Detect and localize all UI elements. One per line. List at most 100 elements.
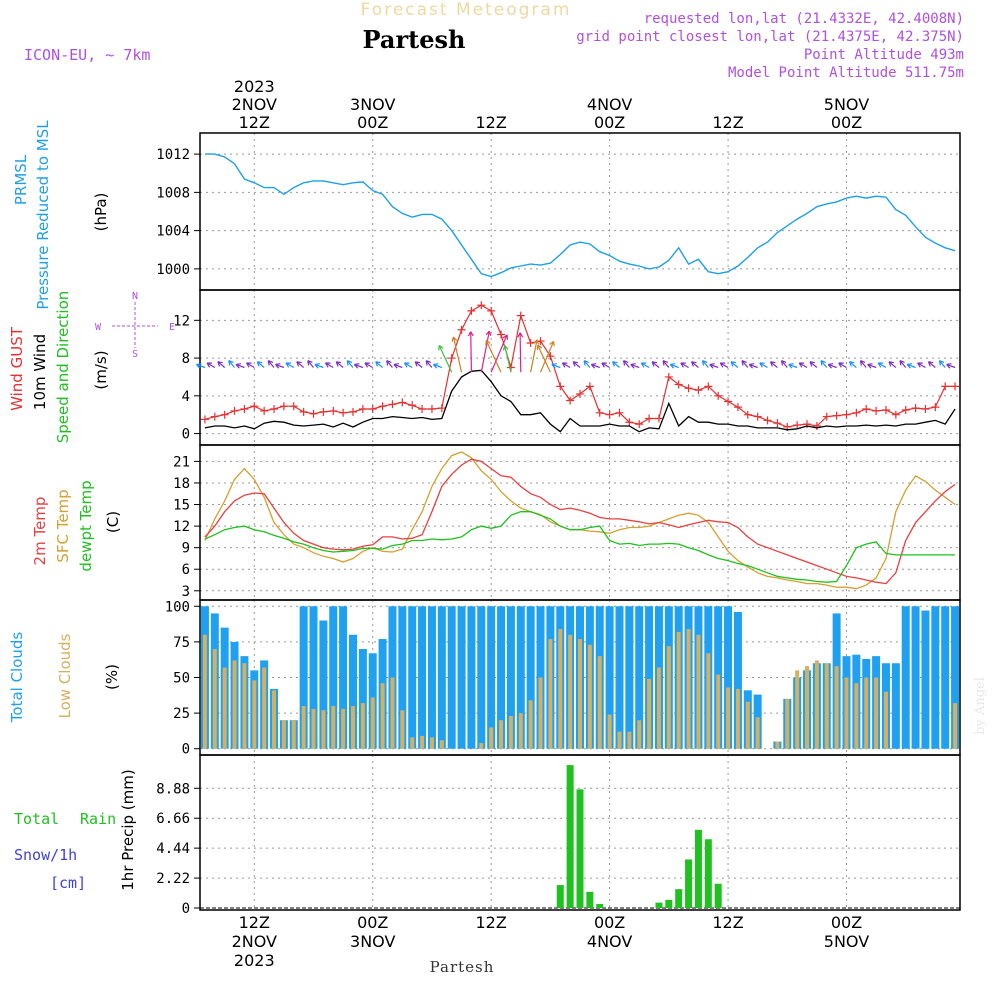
top-hour-label: 00Z — [831, 113, 862, 132]
low-cloud-bar — [953, 703, 958, 749]
precip-ytick-label: 0 — [182, 901, 190, 917]
wind-direction-arrow — [480, 330, 492, 373]
wind-ytick-label: 0 — [182, 427, 190, 443]
pressure-labels: PRMSL Pressure Reduced to MSL (hPa) — [12, 120, 110, 310]
low-cloud-bar — [656, 667, 661, 749]
total-cloud-bar — [931, 606, 940, 749]
wind-series — [196, 301, 960, 433]
total-cloud-bar — [733, 611, 742, 749]
rain-bar — [596, 903, 604, 908]
total-cloud-bar — [309, 606, 318, 749]
total-cloud-bar — [615, 606, 624, 749]
wind-direction-arrow — [780, 360, 788, 368]
wind-unit: (m/s) — [92, 350, 110, 389]
gust-marker — [240, 405, 249, 414]
wind-ytick-label: 12 — [173, 313, 190, 329]
wind-label-3: Speed and Direction — [54, 291, 72, 444]
pressure-label-2: Pressure Reduced to MSL — [34, 120, 52, 310]
temp-label-3: dewpt Temp — [77, 480, 95, 571]
bottom-hour-label: 12Z — [712, 913, 743, 932]
pressure-unit: (hPa) — [92, 193, 110, 232]
wind-direction-arrow — [827, 363, 837, 369]
low-cloud-bar — [380, 683, 385, 749]
low-cloud-bar — [420, 735, 425, 749]
low-cloud-bar — [785, 698, 790, 749]
low-cloud-bar — [360, 703, 365, 749]
cloud-label-1: Total Clouds — [8, 632, 26, 724]
precip-label-rain: Rain — [80, 810, 116, 828]
total-cloud-bar — [911, 606, 920, 749]
gust-marker — [862, 405, 871, 414]
gridpoint-coords: grid point closest lon,lat (21.4375E, 42… — [576, 29, 964, 45]
rain-bar — [675, 889, 683, 908]
wind-direction-arrow — [274, 363, 285, 369]
total-cloud-bar — [457, 606, 466, 749]
top-date-label: 2NOV — [232, 95, 277, 114]
total-cloud-bar — [398, 606, 407, 749]
wind-labels: Wind GUST 10m Wind Speed and Direction (… — [8, 291, 175, 444]
wind-direction-arrow — [324, 362, 334, 369]
low-cloud-bar — [489, 727, 494, 749]
wind-direction-arrow — [561, 362, 571, 369]
low-cloud-bar — [686, 629, 691, 749]
gust-marker — [951, 382, 960, 391]
gust-marker — [635, 420, 644, 429]
gust-marker — [615, 408, 624, 417]
gust-marker — [773, 419, 782, 428]
gust-marker — [931, 403, 940, 412]
low-cloud-bar — [429, 737, 434, 749]
total-cloud-bar — [891, 663, 900, 749]
bottom-hour-label: 00Z — [831, 913, 862, 932]
gust-marker — [803, 420, 812, 429]
low-cloud-bar — [666, 646, 671, 749]
top-hour-label: 12Z — [239, 113, 270, 132]
gust-marker — [684, 384, 693, 393]
wind-direction-arrow — [809, 361, 818, 368]
chart-panels: 1000100410081012048123691215182102550751… — [156, 132, 961, 917]
gust-marker — [733, 403, 742, 412]
total-cloud-bar — [348, 634, 357, 749]
location-title: Partesh — [363, 25, 466, 54]
gust-marker — [279, 402, 288, 411]
low-cloud-bar — [331, 705, 336, 749]
top-hour-label: 12Z — [712, 113, 743, 132]
low-cloud-bar — [262, 667, 267, 749]
wind-direction-arrow — [375, 361, 383, 368]
wind-direction-arrow — [669, 363, 679, 369]
wind-direction-arrow — [622, 360, 630, 368]
wind-direction-arrow — [386, 360, 393, 368]
wind-direction-arrow — [680, 362, 689, 369]
rain-bar — [694, 829, 702, 908]
wind-direction-arrow — [798, 362, 808, 369]
gust-marker — [625, 418, 634, 427]
gust-marker — [358, 405, 367, 414]
low-cloud-bar — [350, 705, 355, 749]
wind-ytick-label: 4 — [182, 389, 190, 405]
wind-direction-arrow — [709, 363, 719, 369]
gust-marker — [664, 372, 673, 381]
low-cloud-bar — [696, 634, 701, 749]
precip-frame — [199, 754, 961, 911]
precip-ytick-label: 2.22 — [156, 871, 190, 887]
low-cloud-bar — [844, 677, 849, 749]
wind-direction-arrow — [206, 362, 216, 369]
low-cloud-bar — [854, 683, 859, 749]
total-cloud-bar — [467, 606, 476, 749]
gust-marker — [881, 405, 890, 414]
gust-marker — [891, 410, 900, 419]
dewpt-line — [204, 511, 956, 583]
gust-marker — [724, 397, 733, 406]
low-cloud-bar — [726, 687, 731, 749]
wind-direction-arrow — [353, 363, 364, 369]
sfc-temp-line — [204, 451, 956, 590]
low-cloud-bar — [824, 663, 829, 749]
model-name: ICON-EU, ~ 7km — [24, 46, 150, 64]
gust-marker — [694, 386, 703, 395]
temp-panel: 3 6 9 12 15 18 21 — [173, 444, 961, 601]
gust-marker — [674, 380, 683, 389]
low-cloud-bar — [627, 731, 632, 749]
cloud-bars — [200, 606, 960, 749]
precip-ytick-label: 8.88 — [156, 781, 190, 797]
low-cloud-bar — [745, 701, 750, 749]
wind-direction-arrow — [256, 361, 265, 368]
